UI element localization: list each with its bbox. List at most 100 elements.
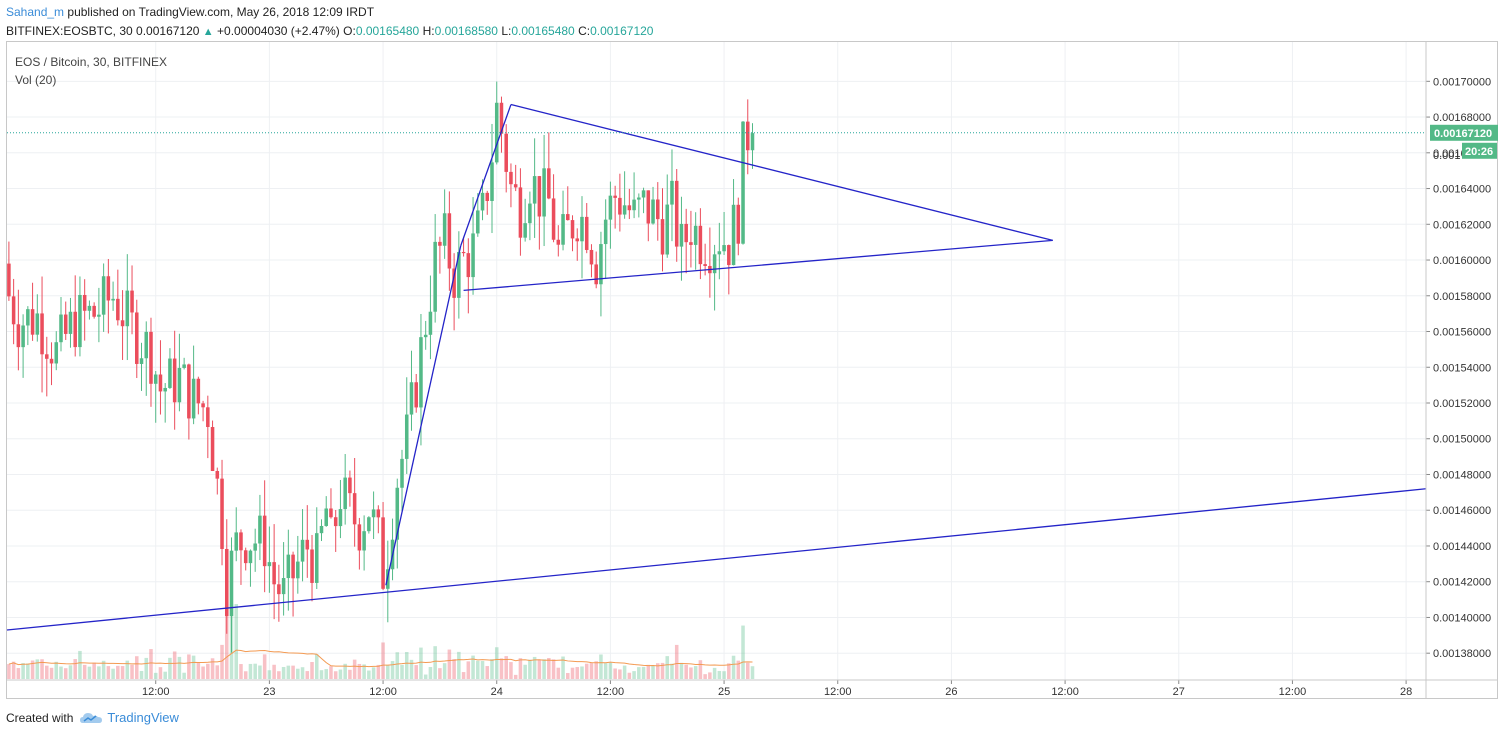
candle-body (395, 487, 400, 540)
volume-bar (277, 671, 281, 679)
candle-body (414, 382, 418, 408)
candle-body (703, 264, 707, 266)
candle-body (466, 253, 471, 278)
volume-bar (163, 671, 167, 679)
candle-body (471, 233, 475, 278)
last-price: 0.00167120 (136, 24, 200, 38)
candle-body (551, 198, 556, 240)
volume-bar (442, 663, 447, 679)
candle-body (641, 190, 646, 198)
volume-bar (30, 660, 35, 679)
candle-body (674, 180, 679, 247)
volume-bar (532, 656, 537, 679)
candle-body (130, 290, 134, 313)
volume-bar (433, 646, 437, 679)
close-label: C: (578, 24, 591, 38)
volume-bar (603, 663, 608, 679)
candle-body (712, 254, 717, 274)
candle-body (163, 387, 167, 392)
volume-bar (371, 667, 376, 679)
trendlines[interactable] (6, 103, 1427, 631)
volume-bar (575, 667, 580, 679)
candle-body (594, 264, 598, 285)
volume-bar (139, 670, 144, 679)
volume-bar (7, 664, 11, 679)
volume-bar (656, 663, 660, 679)
candle-body (442, 213, 447, 246)
tradingview-brand[interactable]: TradingView (79, 710, 179, 725)
candle-body (11, 296, 16, 325)
candle-body (314, 533, 319, 583)
candle-body (727, 245, 731, 266)
volume-bar (651, 665, 655, 679)
candle-body (73, 311, 77, 348)
volume-bar (708, 672, 712, 679)
candle-body (343, 477, 347, 510)
volume-bar (376, 664, 381, 679)
x-tick-label: 12:00 (824, 686, 852, 698)
volume-bar (101, 660, 106, 679)
y-tick-label: 0.00158000 (1433, 291, 1491, 303)
x-tick-label: 12:00 (369, 686, 397, 698)
volume-bar (632, 671, 636, 679)
candle-body (656, 199, 660, 220)
candle-body (248, 550, 253, 564)
volume-bar (618, 669, 622, 679)
candle-body (457, 251, 461, 298)
volume-bar (674, 644, 679, 679)
candle-body (646, 190, 651, 224)
candle-body (182, 364, 186, 368)
volume-bar (300, 667, 305, 679)
created-with-text: Created with (6, 710, 74, 725)
candle-body (305, 539, 310, 550)
volume-bar (310, 662, 314, 679)
volume-bar (286, 665, 291, 679)
volume-bar (504, 656, 508, 679)
candle-body (660, 219, 665, 255)
candle-body (731, 204, 736, 266)
volume-bar (547, 658, 551, 679)
volume-bar (528, 659, 532, 679)
change-text: +0.00004030 (+2.47%) (217, 24, 340, 38)
candle-body (267, 562, 272, 567)
volume-bar (272, 664, 276, 679)
x-tick-label: 12:00 (1051, 686, 1079, 698)
author-link[interactable]: Sahand_m (6, 5, 65, 19)
candle-body (196, 378, 201, 404)
x-tick-label: 27 (1173, 686, 1185, 698)
candle-body (120, 320, 125, 327)
volume-bar (727, 663, 731, 679)
candle-body (272, 562, 276, 585)
candle-body (476, 210, 480, 234)
candle-body (40, 313, 44, 355)
candle-body (490, 162, 494, 201)
volume-bar (267, 670, 272, 679)
candle-body (153, 374, 158, 384)
low-value: 0.00165480 (511, 24, 575, 38)
candle-body (187, 364, 191, 419)
volume-bar (97, 666, 101, 679)
candle-body (717, 251, 722, 255)
candle-body (504, 133, 508, 172)
volume-bar (54, 661, 59, 679)
volume-bar (73, 659, 77, 679)
volume-bar (750, 666, 755, 679)
volume-bar (717, 670, 722, 679)
volume-bar (494, 647, 499, 679)
chart-frame[interactable] (6, 41, 1498, 699)
candle-body (329, 508, 333, 518)
volume-bar (168, 657, 172, 679)
volume-bar (745, 662, 750, 679)
volume-bar (135, 656, 139, 679)
candle-body (367, 517, 371, 532)
volume-bar (646, 664, 651, 679)
y-tick-label: 0.00168000 (1433, 112, 1491, 124)
volume-bar (712, 667, 717, 679)
candle-body (693, 225, 698, 245)
volume-bar (11, 661, 16, 679)
y-tick-label: 0.00152000 (1433, 398, 1491, 410)
chart-header: Sahand_m published on TradingView.com, M… (6, 4, 653, 40)
candle-body (532, 176, 537, 204)
volume-bar (731, 655, 736, 679)
